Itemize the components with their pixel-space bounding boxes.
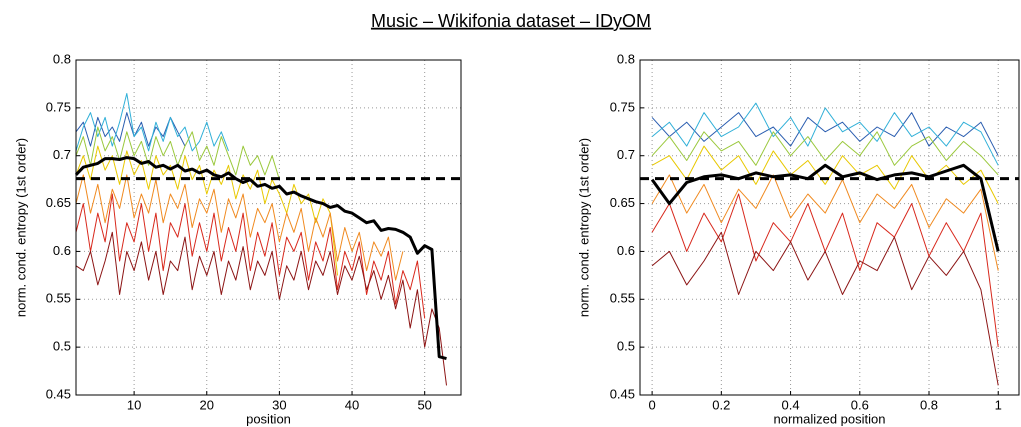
x-tick-label: 0.6 (851, 397, 869, 412)
series-line (75, 174, 404, 281)
y-tick-label: 0.55 (46, 291, 71, 306)
series-line (651, 145, 999, 204)
x-tick-label: 40 (345, 397, 359, 412)
x-axis-label: position (246, 411, 291, 426)
chart-title: Music – Wikifonia dataset – IDyOM (371, 11, 651, 31)
y-tick-label: 0.8 (617, 51, 635, 66)
y-tick-label: 0.7 (617, 147, 635, 162)
x-tick-label: 0.4 (782, 397, 800, 412)
x-tick-label: 50 (417, 397, 431, 412)
y-tick-label: 0.45 (610, 386, 635, 401)
y-tick-label: 0.7 (53, 147, 71, 162)
y-tick-label: 0.6 (617, 243, 635, 258)
series-line (651, 131, 999, 176)
y-tick-label: 0.8 (53, 51, 71, 66)
x-tick-label: 1 (995, 397, 1002, 412)
axes-box (75, 59, 462, 396)
y-tick-label: 0.55 (610, 291, 635, 306)
series-line (75, 112, 186, 147)
y-tick-label: 0.6 (53, 243, 71, 258)
x-tick-label: 0 (648, 397, 655, 412)
series-line (74, 156, 447, 361)
y-tick-label: 0.5 (53, 339, 71, 354)
x-tick-label: 30 (272, 397, 286, 412)
series-line (75, 193, 426, 319)
series-line (75, 145, 338, 276)
x-tick-label: 0.8 (920, 397, 938, 412)
x-tick-label: 10 (127, 397, 141, 412)
y-axis-label: norm. cond. entropy (1st order) (576, 138, 591, 317)
axes-box (639, 59, 1020, 396)
series-line (651, 193, 999, 348)
series-line (651, 174, 999, 271)
y-tick-label: 0.75 (46, 99, 71, 114)
y-tick-label: 0.5 (617, 339, 635, 354)
y-tick-label: 0.75 (610, 99, 635, 114)
y-tick-label: 0.65 (610, 195, 635, 210)
series-line (651, 231, 999, 386)
series-line (651, 112, 999, 156)
y-tick-label: 0.65 (46, 195, 71, 210)
series-line (651, 102, 999, 166)
x-axis-label: normalized position (773, 411, 885, 426)
y-tick-label: 0.45 (46, 386, 71, 401)
series-line (75, 231, 447, 386)
x-tick-label: 0.2 (712, 397, 730, 412)
y-axis-label: norm. cond. entropy (1st order) (13, 138, 28, 317)
series-line (75, 93, 229, 152)
series-line (650, 163, 1000, 252)
x-tick-label: 20 (200, 397, 214, 412)
